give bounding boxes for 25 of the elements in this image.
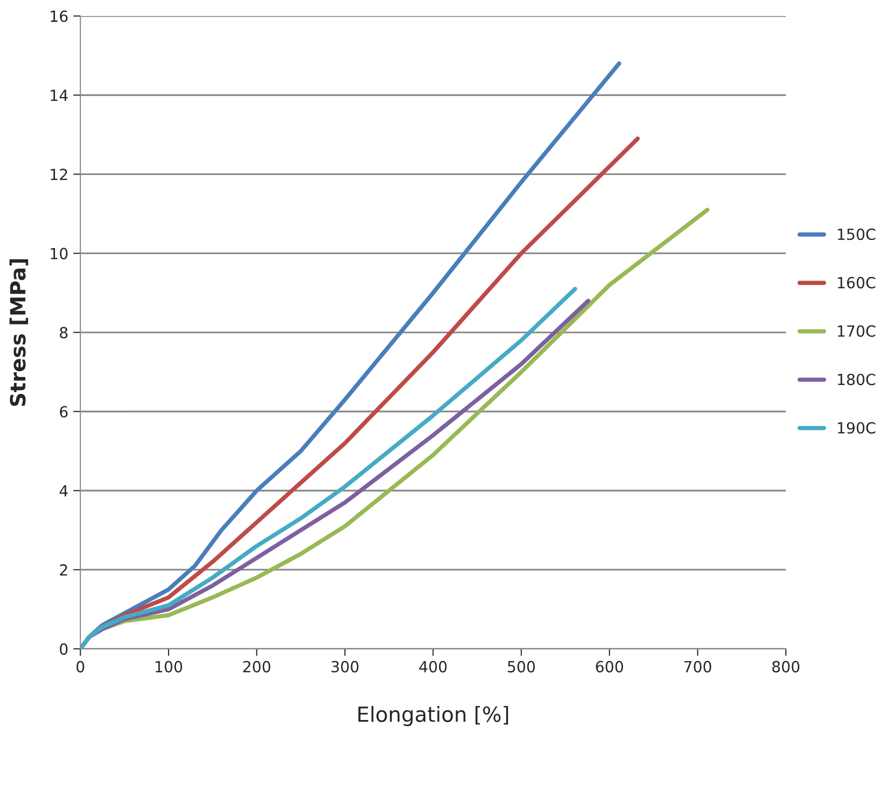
- y-tick-label: 6: [60, 406, 68, 418]
- x-tick-label: 400: [419, 660, 447, 672]
- y-tick-label: 10: [50, 248, 68, 260]
- y-tick-label: 2: [60, 564, 68, 576]
- x-axis-title: Elongation [%]: [358, 706, 508, 726]
- y-tick-label: 4: [60, 485, 68, 496]
- legend-label: 160C: [838, 276, 876, 288]
- x-tick-label: 300: [332, 660, 358, 672]
- x-tick-label: 100: [156, 660, 182, 672]
- x-tick-label: 200: [243, 660, 270, 672]
- x-tick-label: 800: [772, 660, 800, 672]
- y-tick-label: 0: [60, 643, 68, 655]
- legend-label: 190C: [838, 422, 876, 434]
- y-tick-label: 14: [50, 90, 68, 101]
- x-tick-label: 500: [508, 660, 535, 672]
- y-axis-title: Stress [MPa]: [10, 259, 28, 406]
- y-tick-label: 16: [50, 10, 68, 22]
- legend-label: 150C: [838, 228, 876, 240]
- x-tick-label: 700: [684, 660, 712, 672]
- y-tick-label: 12: [50, 168, 68, 180]
- x-tick-label: 0: [76, 660, 84, 672]
- y-tick-label: 8: [60, 326, 68, 338]
- legend-label: 180C: [838, 374, 876, 386]
- legend-label: 170C: [838, 325, 876, 337]
- x-tick-label: 600: [596, 660, 624, 672]
